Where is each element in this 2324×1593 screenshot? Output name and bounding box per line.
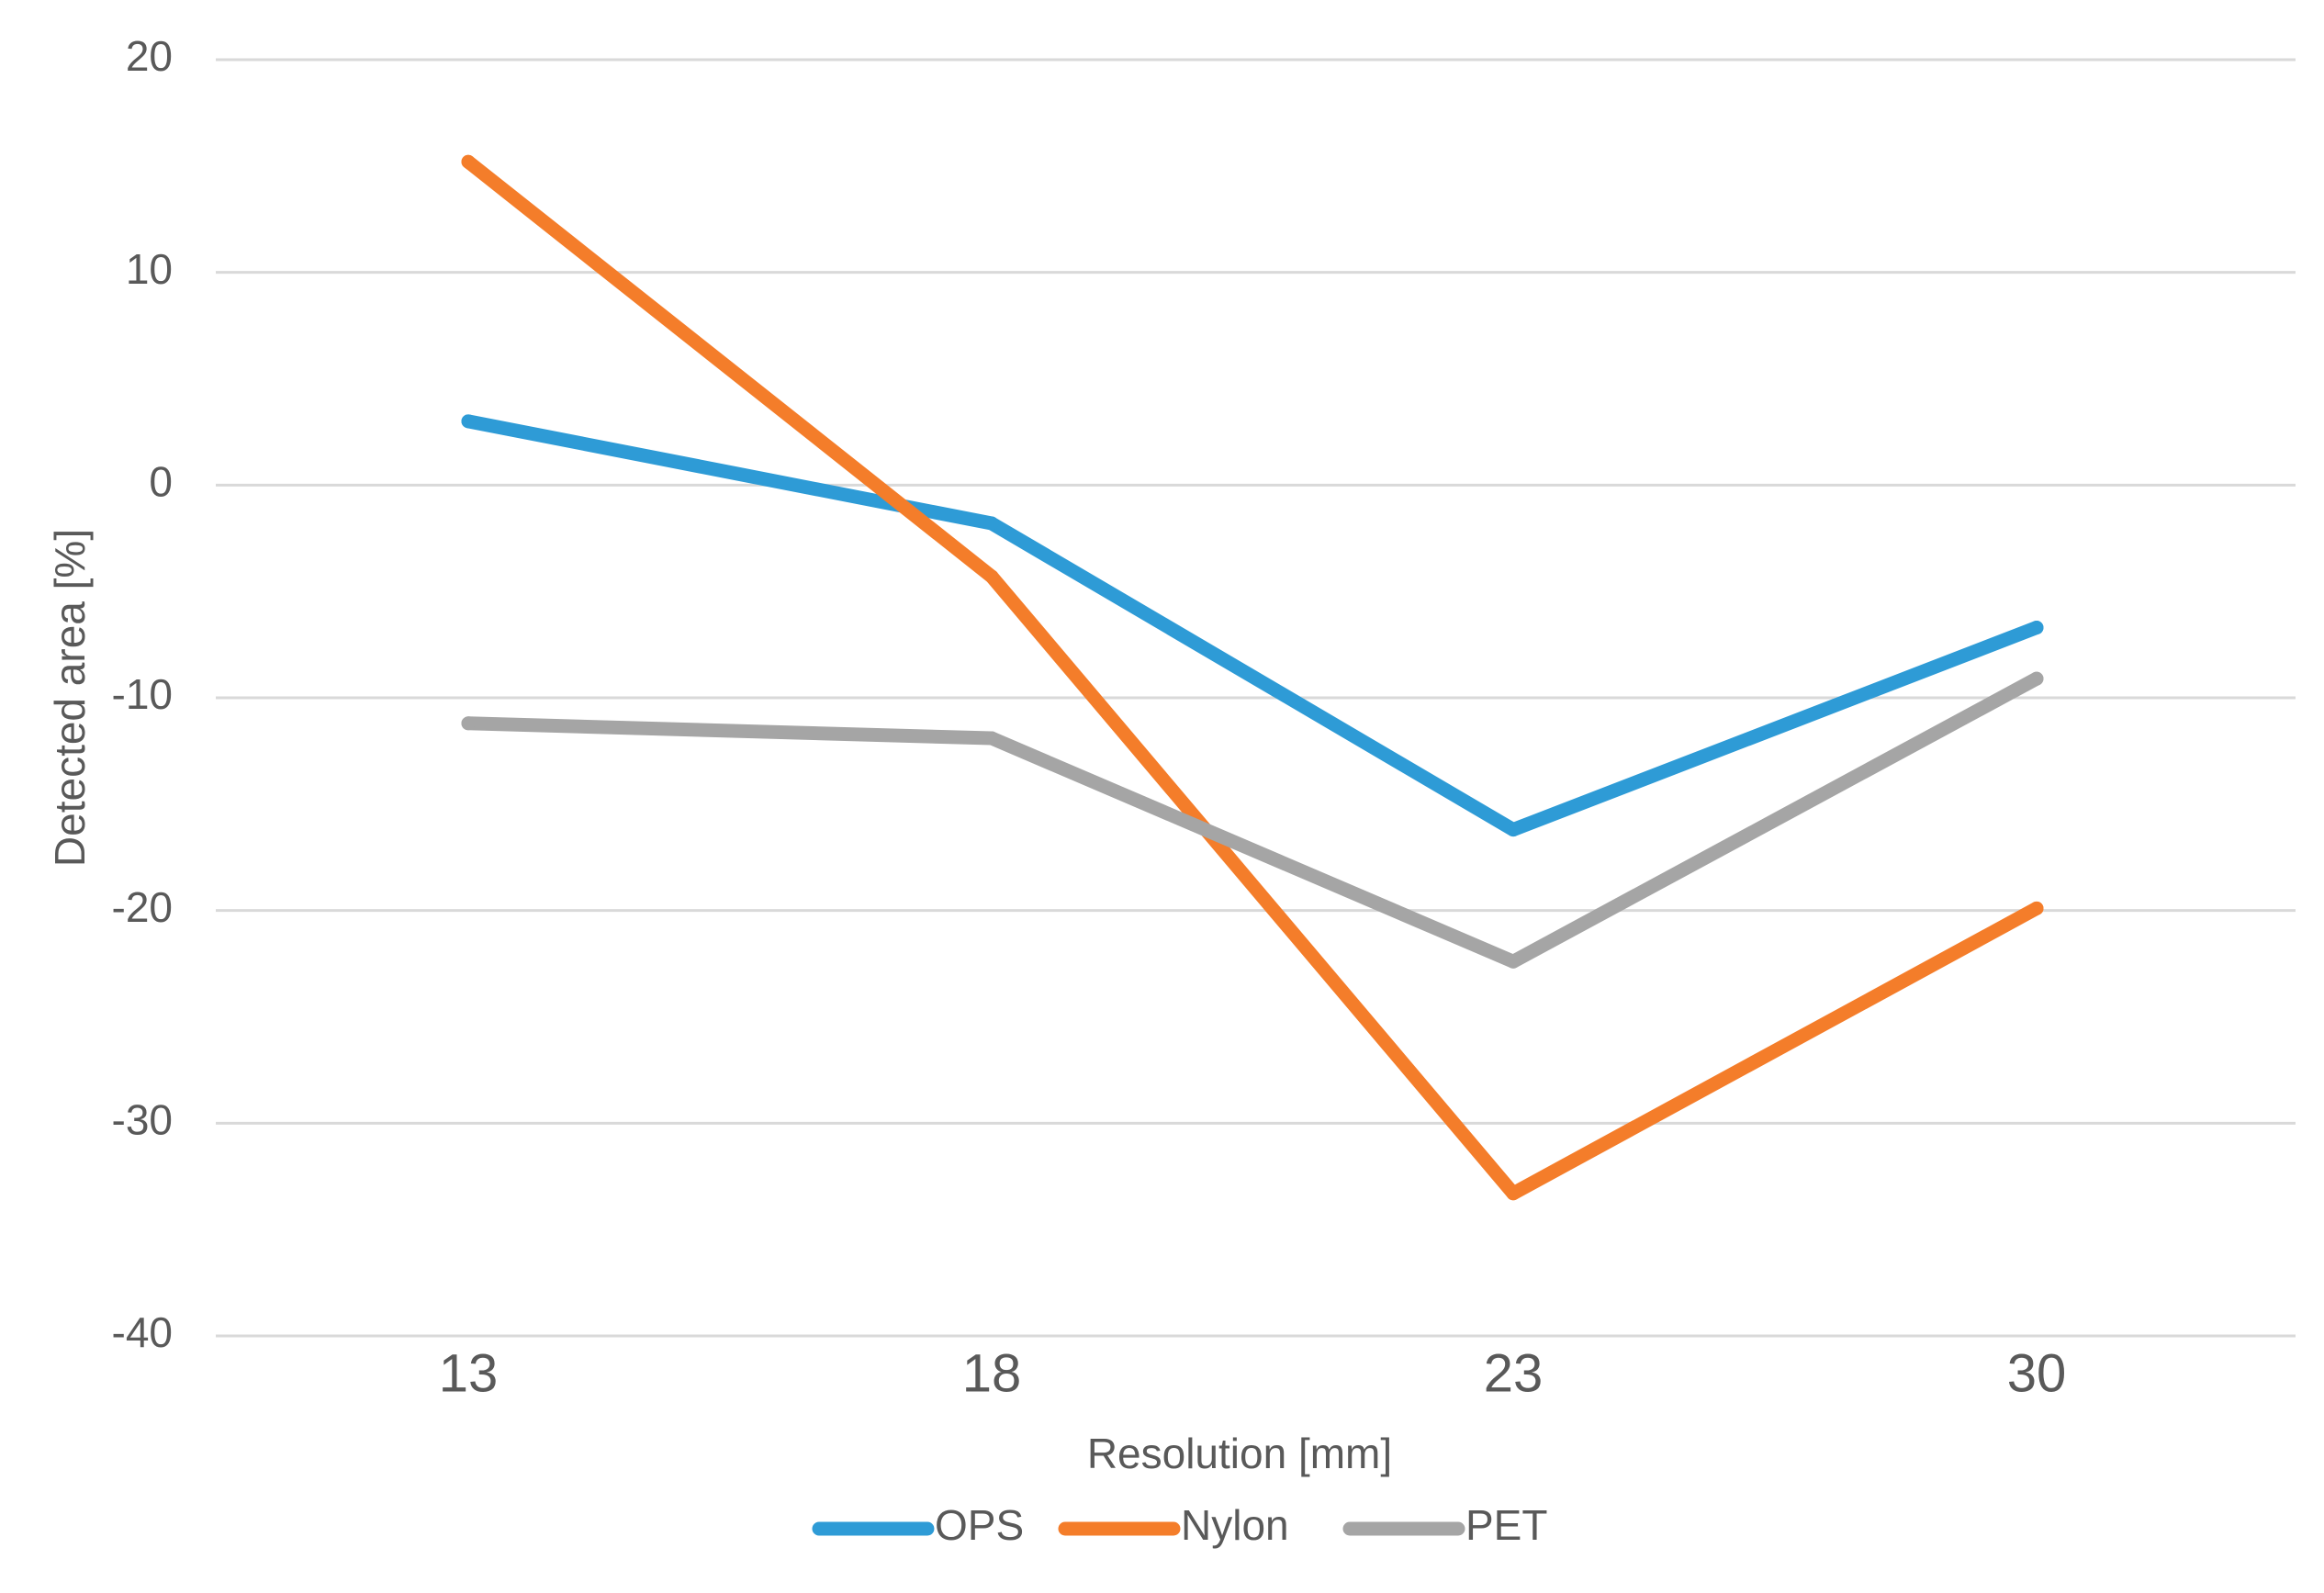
y-tick-label: 0 <box>149 457 173 505</box>
data-point-pet <box>984 731 999 746</box>
x-tick-label: 18 <box>962 1343 1022 1403</box>
x-tick-label: 13 <box>439 1343 499 1403</box>
legend-item-ops: OPS <box>812 1501 1024 1549</box>
y-axis-title: Detected area [%] <box>46 529 94 867</box>
data-point-ops <box>1506 823 1521 837</box>
data-point-nylon <box>461 154 476 169</box>
y-axis-tick-labels: 20 10 0 -10 -20 -30 -40 <box>112 32 173 1356</box>
data-point-pet <box>1506 954 1521 969</box>
data-point-ops <box>2029 621 2044 635</box>
x-axis-tick-labels: 13 18 23 30 <box>439 1343 2067 1403</box>
data-point-ops <box>984 516 999 531</box>
y-tick-label: 10 <box>126 245 173 293</box>
series-line-ops <box>461 414 2044 837</box>
series-line-nylon <box>461 154 2044 1201</box>
data-point-nylon <box>984 569 999 584</box>
y-tick-label: -10 <box>112 670 173 718</box>
y-tick-label: -20 <box>112 883 173 931</box>
legend-label: PET <box>1465 1501 1547 1549</box>
y-tick-label: 20 <box>126 32 173 80</box>
legend-item-pet: PET <box>1342 1501 1547 1549</box>
x-axis-title: Resolution [mm] <box>1087 1430 1392 1477</box>
legend-item-nylon: Nylon <box>1058 1501 1289 1549</box>
gridlines <box>216 58 2296 1338</box>
data-point-nylon <box>2029 901 2044 915</box>
legend-label: Nylon <box>1181 1501 1289 1549</box>
series-line-pet <box>461 671 2044 969</box>
data-point-pet <box>2029 671 2044 686</box>
data-point-pet <box>461 716 476 731</box>
legend-label: OPS <box>935 1501 1024 1549</box>
data-point-nylon <box>1506 1186 1521 1201</box>
series-lines <box>461 154 2044 1201</box>
y-tick-label: -30 <box>112 1095 173 1143</box>
x-tick-label: 30 <box>2007 1343 2067 1403</box>
data-point-ops <box>461 414 476 429</box>
y-tick-label: -40 <box>112 1308 173 1356</box>
legend: OPS Nylon PET <box>812 1501 1547 1549</box>
x-tick-label: 23 <box>1484 1343 1544 1403</box>
